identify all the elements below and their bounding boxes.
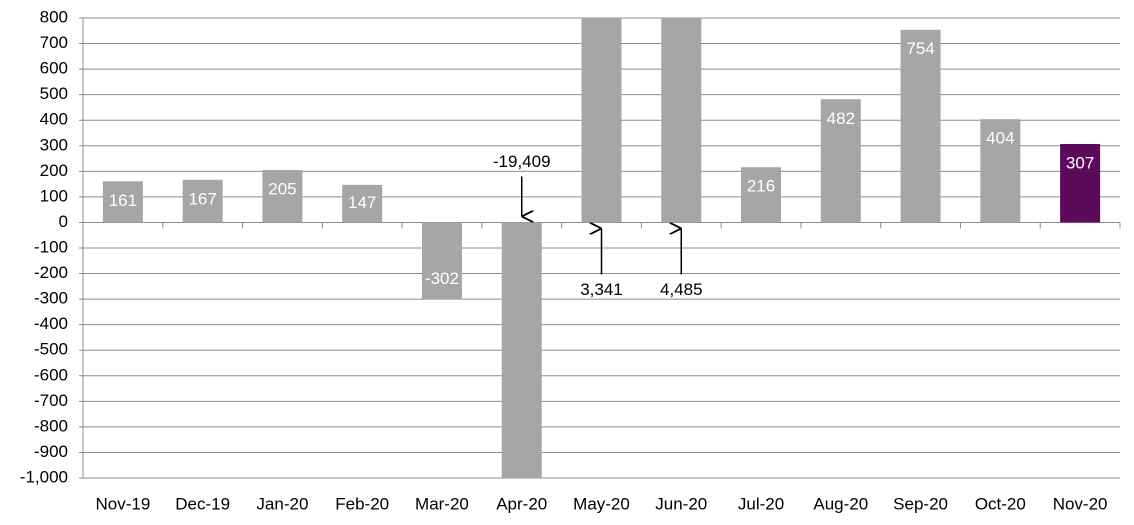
- bar: [741, 167, 782, 223]
- bar: [661, 18, 702, 223]
- x-tick-label: Mar-20: [415, 494, 469, 513]
- bar: [900, 29, 941, 223]
- bar: [501, 222, 542, 478]
- bar: [262, 170, 303, 223]
- data-label: 147: [348, 193, 376, 212]
- data-label: 216: [747, 177, 775, 196]
- data-label: -302: [425, 269, 459, 288]
- bar: [980, 119, 1021, 223]
- data-label: 404: [986, 129, 1014, 148]
- y-tick-label: -100: [34, 237, 68, 256]
- data-label: 482: [827, 109, 855, 128]
- bar: [102, 181, 143, 223]
- x-tick-label: Sep-20: [893, 494, 948, 513]
- bar: [182, 179, 223, 223]
- x-tick-label: Feb-20: [335, 494, 389, 513]
- bar: [581, 18, 622, 223]
- bar: [1060, 143, 1101, 223]
- y-tick-label: 400: [40, 110, 68, 129]
- y-tick-label: -400: [34, 314, 68, 333]
- x-tick-label: Oct-20: [975, 494, 1026, 513]
- y-tick-label: -1,000: [20, 467, 68, 486]
- y-tick-label: 600: [40, 59, 68, 78]
- x-tick-label: Nov-19: [95, 494, 150, 513]
- bar: [342, 184, 383, 223]
- bar: [820, 99, 861, 223]
- x-tick-label: Jun-20: [655, 494, 707, 513]
- data-label: 307: [1066, 153, 1094, 172]
- y-tick-label: 300: [40, 135, 68, 154]
- y-tick-label: -800: [34, 416, 68, 435]
- data-label: 167: [188, 189, 216, 208]
- y-tick-label: -600: [34, 365, 68, 384]
- y-tick-label: 700: [40, 33, 68, 52]
- x-tick-label: May-20: [573, 494, 630, 513]
- y-tick-label: -900: [34, 442, 68, 461]
- y-tick-label: 200: [40, 161, 68, 180]
- x-tick-label: Apr-20: [496, 494, 547, 513]
- y-tick-label: 800: [40, 7, 68, 26]
- x-tick-label: Jul-20: [738, 494, 784, 513]
- data-label: 4,485: [660, 280, 703, 299]
- data-label: -19,409: [493, 152, 551, 171]
- x-tick-label: Jan-20: [256, 494, 308, 513]
- bar: [421, 222, 462, 300]
- data-label: 161: [109, 191, 137, 210]
- y-tick-label: -200: [34, 263, 68, 282]
- x-tick-label: Aug-20: [813, 494, 868, 513]
- x-tick-label: Nov-20: [1053, 494, 1108, 513]
- y-tick-label: -700: [34, 391, 68, 410]
- data-label: 3,341: [580, 280, 623, 299]
- y-tick-label: 500: [40, 84, 68, 103]
- x-tick-label: Dec-19: [175, 494, 230, 513]
- y-tick-label: 100: [40, 186, 68, 205]
- data-label: 754: [906, 39, 934, 58]
- y-tick-label: -300: [34, 289, 68, 308]
- y-tick-label: -500: [34, 340, 68, 359]
- data-label: 205: [268, 180, 296, 199]
- y-tick-label: 0: [59, 212, 68, 231]
